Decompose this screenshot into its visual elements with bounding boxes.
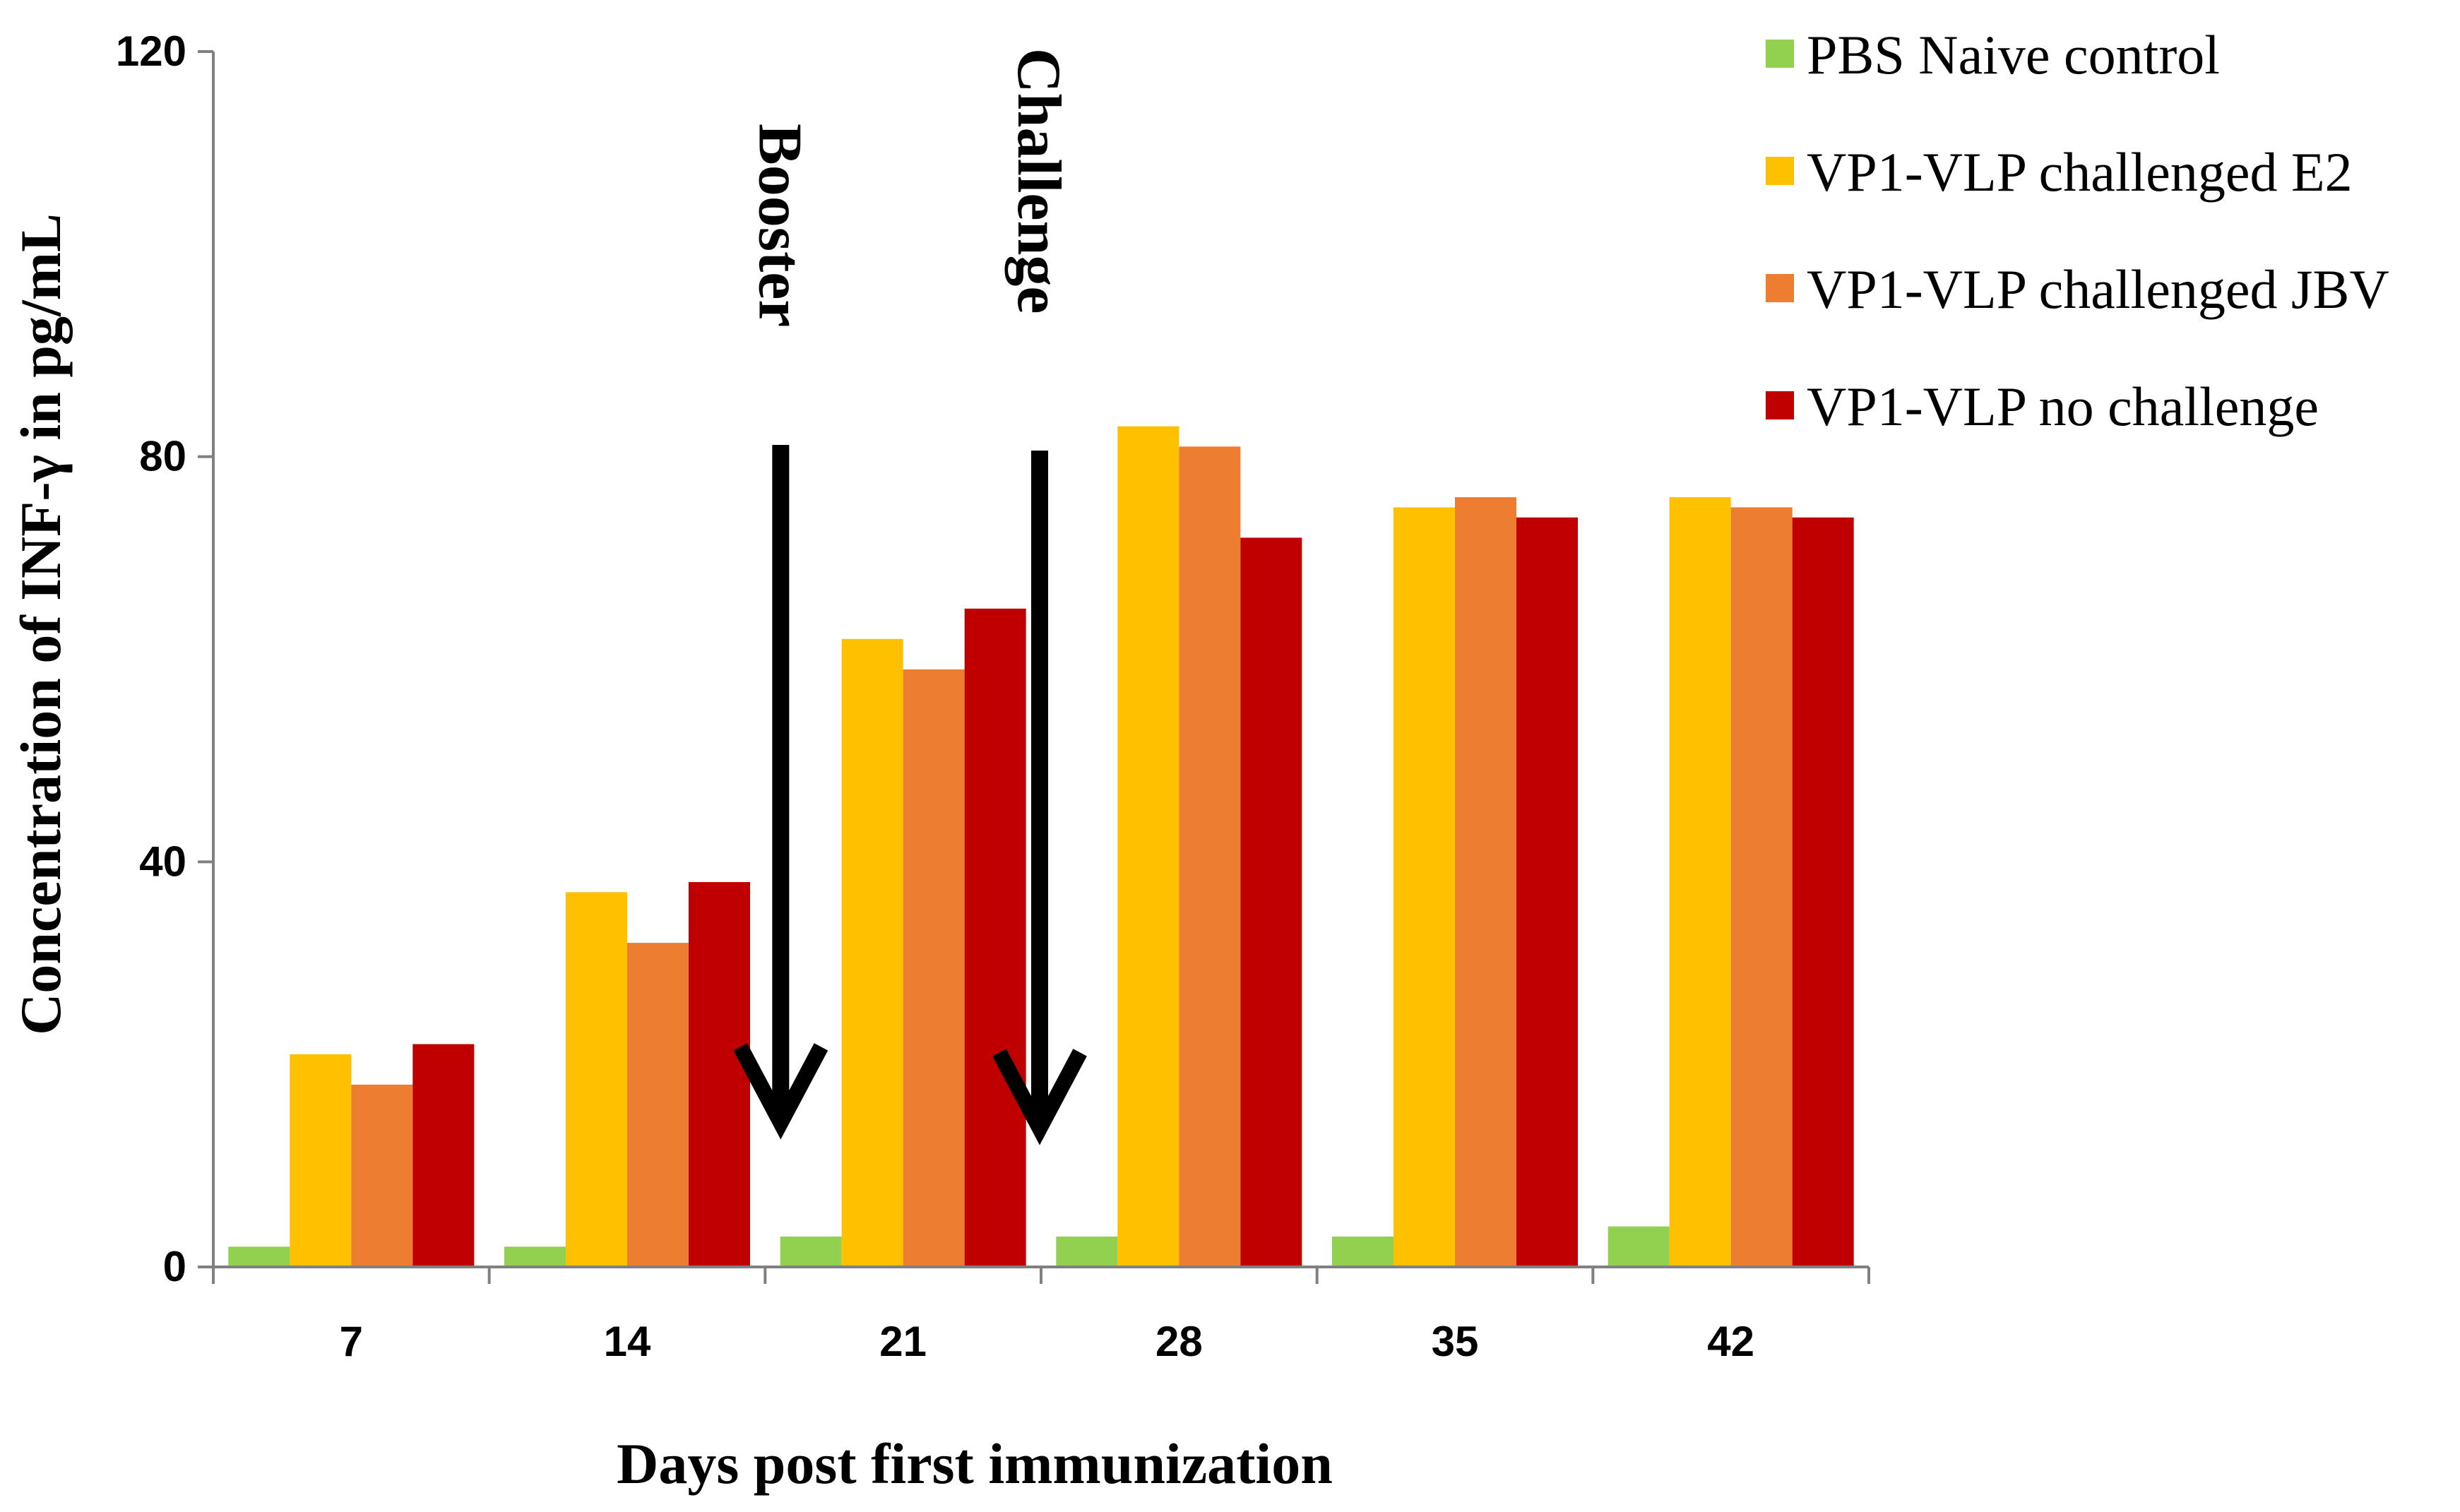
bar-2-21 [841, 638, 903, 1267]
bar-3-21 [903, 669, 965, 1267]
bar-4-28 [1240, 537, 1302, 1267]
bar-4-35 [1516, 517, 1578, 1267]
legend: PBS Naive control VP1-VLP challenged E2 VP… [1766, 24, 2389, 437]
y-tick-label: 80 [139, 433, 186, 480]
x-tick-label: 7 [340, 1318, 363, 1365]
x-tick-label: 14 [604, 1318, 651, 1365]
bar-3-42 [1730, 507, 1793, 1267]
bar-1-7 [228, 1246, 290, 1267]
bar-3-28 [1179, 446, 1241, 1268]
annotation-label-challenge: Challenge [1004, 48, 1073, 314]
x-tick-label: 28 [1155, 1318, 1203, 1365]
bar-4-14 [689, 882, 750, 1267]
bars-layer [228, 426, 1854, 1268]
legend-swatch-2 [1766, 157, 1794, 185]
y-tick-label: 0 [163, 1243, 186, 1290]
bar-1-42 [1608, 1226, 1670, 1267]
annotation-arrow-head [733, 1043, 828, 1140]
bar-3-7 [351, 1084, 413, 1267]
x-tick-label: 21 [879, 1318, 927, 1365]
bar-1-14 [504, 1246, 566, 1267]
bar-2-14 [566, 892, 627, 1267]
bar-2-28 [1117, 426, 1180, 1268]
legend-label-4: VP1-VLP no challenge [1807, 376, 2319, 437]
legend-swatch-1 [1766, 40, 1794, 68]
axes-layer: 0 40 80 120 7 14 21 28 35 42 [116, 28, 1870, 1365]
x-tick-label: 35 [1432, 1318, 1479, 1365]
bar-3-14 [627, 943, 689, 1267]
bar-4-42 [1792, 517, 1854, 1267]
legend-label-2: VP1-VLP challenged E2 [1807, 141, 2353, 203]
legend-label-3: VP1-VLP challenged JBV [1807, 258, 2389, 320]
y-axis-title: Concentration of INF-γ in pg/mL [8, 213, 73, 1035]
legend-label-1: PBS Naive control [1807, 24, 2220, 85]
annotation-label-booster: Booster [745, 124, 814, 327]
bar-1-21 [780, 1236, 842, 1267]
bar-4-21 [964, 608, 1026, 1267]
bar-1-28 [1056, 1236, 1118, 1267]
x-axis-title: Days post first immunization [617, 1431, 1333, 1496]
bar-2-35 [1394, 507, 1455, 1267]
bar-2-42 [1669, 497, 1731, 1267]
annotations-layer: Booster Challenge [733, 48, 1087, 1145]
bar-1-35 [1332, 1236, 1394, 1267]
bar-2-7 [290, 1054, 352, 1267]
annotation-arrow-head [992, 1049, 1087, 1145]
y-tick-label: 120 [116, 28, 186, 75]
bar-3-35 [1455, 497, 1516, 1267]
bar-4-7 [412, 1044, 475, 1267]
y-tick-label: 40 [139, 838, 186, 885]
x-tick-label: 42 [1707, 1318, 1754, 1365]
legend-swatch-3 [1766, 274, 1794, 302]
legend-swatch-4 [1766, 391, 1794, 419]
